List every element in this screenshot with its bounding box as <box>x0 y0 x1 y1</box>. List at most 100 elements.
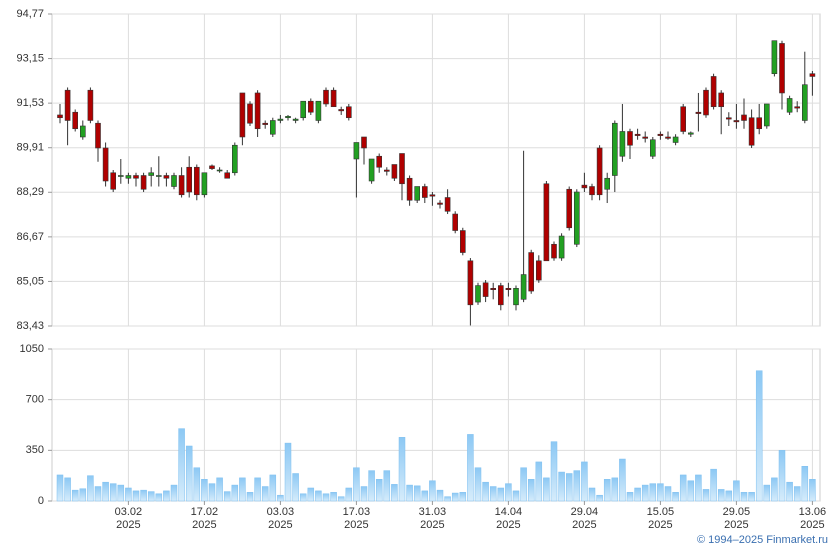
candle-body <box>467 260 474 306</box>
candle-body <box>201 172 208 196</box>
volume-bar <box>543 477 550 502</box>
volume-bar <box>603 479 611 502</box>
volume-bar <box>391 484 398 502</box>
candle-body <box>665 136 671 139</box>
volume-bar <box>672 492 679 502</box>
volume-bar <box>223 491 231 502</box>
candle-body <box>619 131 626 157</box>
candle-body <box>748 117 755 146</box>
volume-bar <box>292 473 299 502</box>
candle-body <box>148 172 154 176</box>
volume-bar <box>201 479 208 502</box>
volume-bar <box>315 490 322 502</box>
volume-bar <box>497 487 505 502</box>
candle-body <box>475 285 481 303</box>
candle-body <box>771 40 778 75</box>
volume-bar <box>330 492 337 502</box>
candle-body <box>254 92 261 130</box>
volume-bar <box>801 466 809 502</box>
candle-body <box>801 84 808 121</box>
y-tick-label: 91,53 <box>16 97 44 109</box>
candle-body <box>710 76 717 108</box>
volume-bar <box>269 474 277 502</box>
volume-bar <box>413 485 421 502</box>
x-tick-label: 15.05 2025 <box>646 506 675 531</box>
candle-body <box>87 89 94 121</box>
candle-body <box>125 175 132 179</box>
candle-body <box>163 175 170 179</box>
volume-bar <box>239 477 246 502</box>
copyright: © 1994–2025 Finmarket.ru <box>696 534 828 546</box>
candle-body <box>794 106 801 109</box>
candle-body <box>657 133 664 136</box>
candle-body <box>634 133 641 136</box>
volume-bar <box>778 450 786 502</box>
candle-body <box>406 177 413 201</box>
volume-bar <box>208 483 216 502</box>
candle-body <box>490 288 497 290</box>
candle-body <box>353 142 360 160</box>
volume-bar <box>611 477 619 502</box>
volume-bar <box>535 461 543 502</box>
volume-bar <box>117 484 125 502</box>
volume-bar <box>619 458 626 502</box>
volume-bar <box>527 479 535 502</box>
volume-bar <box>755 370 763 502</box>
volume-bar <box>102 481 109 502</box>
volume-bar <box>193 467 201 502</box>
candle-body <box>118 175 124 177</box>
volume-bar <box>649 483 657 502</box>
volume-bar <box>421 490 429 502</box>
volume-bar <box>64 477 71 502</box>
candle-body <box>57 114 63 119</box>
candle-body <box>292 118 299 121</box>
candle-body <box>672 136 679 143</box>
volume-bar <box>786 481 793 502</box>
x-tick-label: 29.05 2025 <box>722 506 751 531</box>
volume-bar <box>687 480 695 502</box>
volume-bar <box>178 428 185 502</box>
volume-bar <box>679 474 687 502</box>
volume-bar <box>596 494 603 502</box>
candle-body <box>566 188 573 229</box>
candle-body <box>72 111 78 130</box>
candle-body <box>581 184 588 189</box>
volume-bar <box>155 493 163 502</box>
candle-body <box>194 166 200 196</box>
candle-body <box>277 118 284 121</box>
candle-body <box>156 175 162 177</box>
y-tick-label: 83,43 <box>16 320 44 332</box>
x-tick-label: 03.03 2025 <box>266 506 295 531</box>
volume-bar <box>740 492 748 502</box>
candle-body <box>452 213 459 231</box>
candle-body <box>269 120 276 135</box>
volume-bar <box>657 483 664 502</box>
volume-bar <box>398 437 406 502</box>
candle-body <box>110 172 116 190</box>
candle-body <box>262 122 269 125</box>
x-tick-label: 14.04 2025 <box>494 506 523 531</box>
x-tick-label: 29.04 2025 <box>570 506 599 531</box>
candle-body <box>421 186 428 198</box>
volume-bar <box>733 480 740 502</box>
candle-body <box>649 139 656 157</box>
candle-body <box>703 89 709 116</box>
volume-bar <box>353 467 360 502</box>
volume-bar <box>79 488 87 502</box>
candle-body <box>133 175 139 179</box>
y-tick-label: 350 <box>26 444 44 456</box>
volume-bar <box>71 489 79 502</box>
candle-body <box>687 132 694 135</box>
candle-body <box>695 111 702 114</box>
volume-bar <box>261 486 269 502</box>
volume-bar <box>140 489 147 502</box>
candle-body <box>627 131 633 146</box>
volume-bar <box>459 492 467 502</box>
candle-body <box>680 106 687 132</box>
candle-body <box>779 43 785 94</box>
candle-body <box>733 120 740 123</box>
volume-bar <box>246 492 254 502</box>
volume-bar <box>717 489 725 502</box>
y-tick-label: 1050 <box>20 343 44 355</box>
